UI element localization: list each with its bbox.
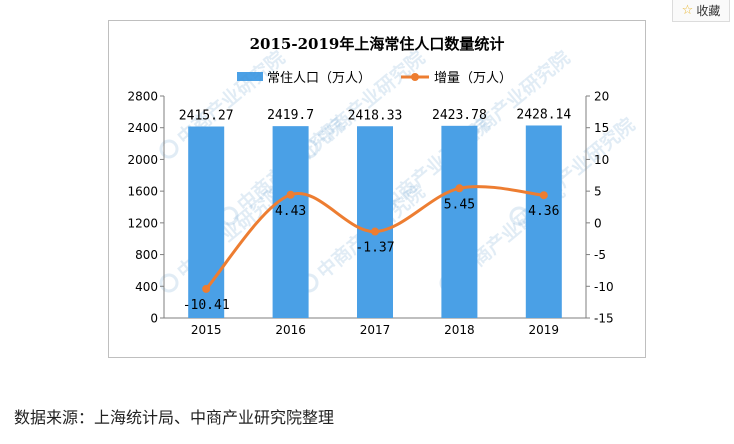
watermark-logo [509, 206, 529, 226]
chart-axes: 0 400 800 1200 1600 2000 2400 2800 -15 -10 -5 0 5 10 1… [127, 90, 613, 338]
y-right-tick-label: 20 [594, 90, 609, 104]
y-right-tick-label: -5 [594, 248, 606, 262]
x-tick-label: 2016 [275, 323, 306, 337]
y-right-tick-label: 15 [594, 121, 609, 135]
line-series [202, 184, 548, 293]
y-right-tick-label: 10 [594, 153, 609, 167]
legend-line-label: 增量（万人） [434, 71, 512, 86]
chart-title: 2015-2019年上海常住人口数量统计 [250, 35, 505, 53]
y-left-tick-label: 0 [150, 312, 158, 326]
y-left-tick-label: 400 [135, 280, 158, 294]
line-marker [539, 191, 548, 200]
x-tick-label: 2019 [529, 323, 560, 337]
y-left-tick-label: 1600 [127, 185, 158, 199]
line-value-label: 4.36 [528, 204, 559, 219]
data-labels: 2415.27 2419.7 2418.33 2423.78 2428.14 -10.41… [179, 107, 572, 312]
y-left-tick-label: 800 [135, 248, 158, 262]
x-tick-label: 2015 [191, 323, 222, 337]
favorite-button[interactable]: ☆ 收藏 [672, 0, 730, 22]
y-left-tick-label: 2800 [127, 90, 158, 104]
bar-series [188, 125, 562, 318]
y-right-tick-label: -15 [594, 312, 614, 326]
y-right-tick-label: -10 [594, 280, 614, 294]
line-value-label: 5.45 [444, 197, 475, 212]
line-value-label: -10.41 [183, 298, 230, 313]
legend-bar-label: 常住人口（万人） [267, 71, 371, 86]
line-marker [202, 284, 211, 293]
bar-value-label: 2418.33 [348, 108, 403, 123]
line-value-label: 4.43 [275, 204, 306, 219]
favorite-label: 收藏 [696, 4, 721, 18]
chart-svg: 2015-2019年上海常住人口数量统计 常住人口（万人） 增量（万人） 中商产业… [127, 35, 639, 338]
chart-container: 2015-2019年上海常住人口数量统计 常住人口（万人） 增量（万人） 中商产业… [108, 20, 646, 358]
x-tick-label: 2017 [360, 323, 391, 337]
chart-legend: 常住人口（万人） 增量（万人） [237, 71, 512, 86]
watermark-logo [159, 139, 179, 159]
bar [441, 125, 478, 318]
line-marker [455, 184, 464, 193]
legend-line-marker [411, 73, 419, 81]
bar-value-label: 2428.14 [516, 107, 571, 122]
x-tick-label: 2018 [444, 323, 475, 337]
bar-value-label: 2423.78 [432, 108, 487, 123]
y-left-tick-label: 1200 [127, 216, 158, 230]
bar [272, 126, 309, 318]
y-left-tick-label: 2400 [127, 121, 158, 135]
watermark-logo [159, 273, 179, 293]
bar-value-label: 2419.7 [267, 108, 314, 123]
bar-value-label: 2415.27 [179, 109, 234, 124]
legend-bar-swatch [237, 72, 263, 81]
y-left-tick-label: 2000 [127, 153, 158, 167]
line-value-label: -1.37 [355, 241, 394, 256]
bar [525, 125, 562, 318]
line-marker [286, 190, 295, 199]
star-icon: ☆ [681, 3, 694, 18]
y-right-tick-label: 5 [594, 185, 602, 199]
source-note: 数据来源：上海统计局、中商产业研究院整理 [14, 408, 335, 427]
line-marker [371, 227, 379, 236]
y-right-tick-label: 0 [594, 216, 602, 230]
bar [357, 126, 393, 318]
